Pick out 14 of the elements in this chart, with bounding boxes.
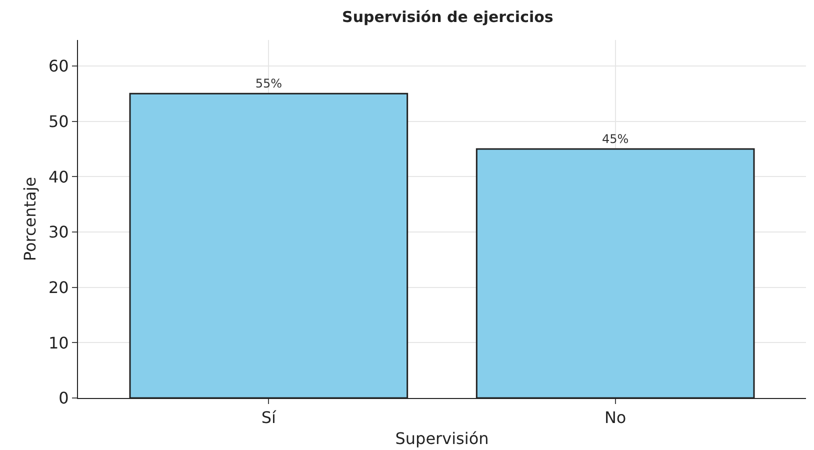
y-tick-label: 60 — [48, 56, 69, 76]
y-tick-label: 50 — [48, 112, 69, 131]
x-tick-label: No — [604, 408, 626, 428]
y-tick-label: 30 — [48, 222, 69, 242]
data-label: 55% — [255, 76, 282, 91]
y-tick-label: 20 — [48, 278, 69, 297]
x-axis-title: Supervisión — [395, 428, 489, 448]
y-tick-label: 0 — [58, 388, 69, 408]
data-label: 45% — [602, 132, 629, 146]
y-tick-label: 40 — [48, 167, 69, 186]
chart-title: Supervisión de ejercicios — [342, 8, 554, 26]
x-tick-label: Sí — [261, 408, 277, 428]
y-tick-label: 10 — [48, 333, 69, 352]
y-axis-title: Porcentaje — [20, 176, 40, 262]
